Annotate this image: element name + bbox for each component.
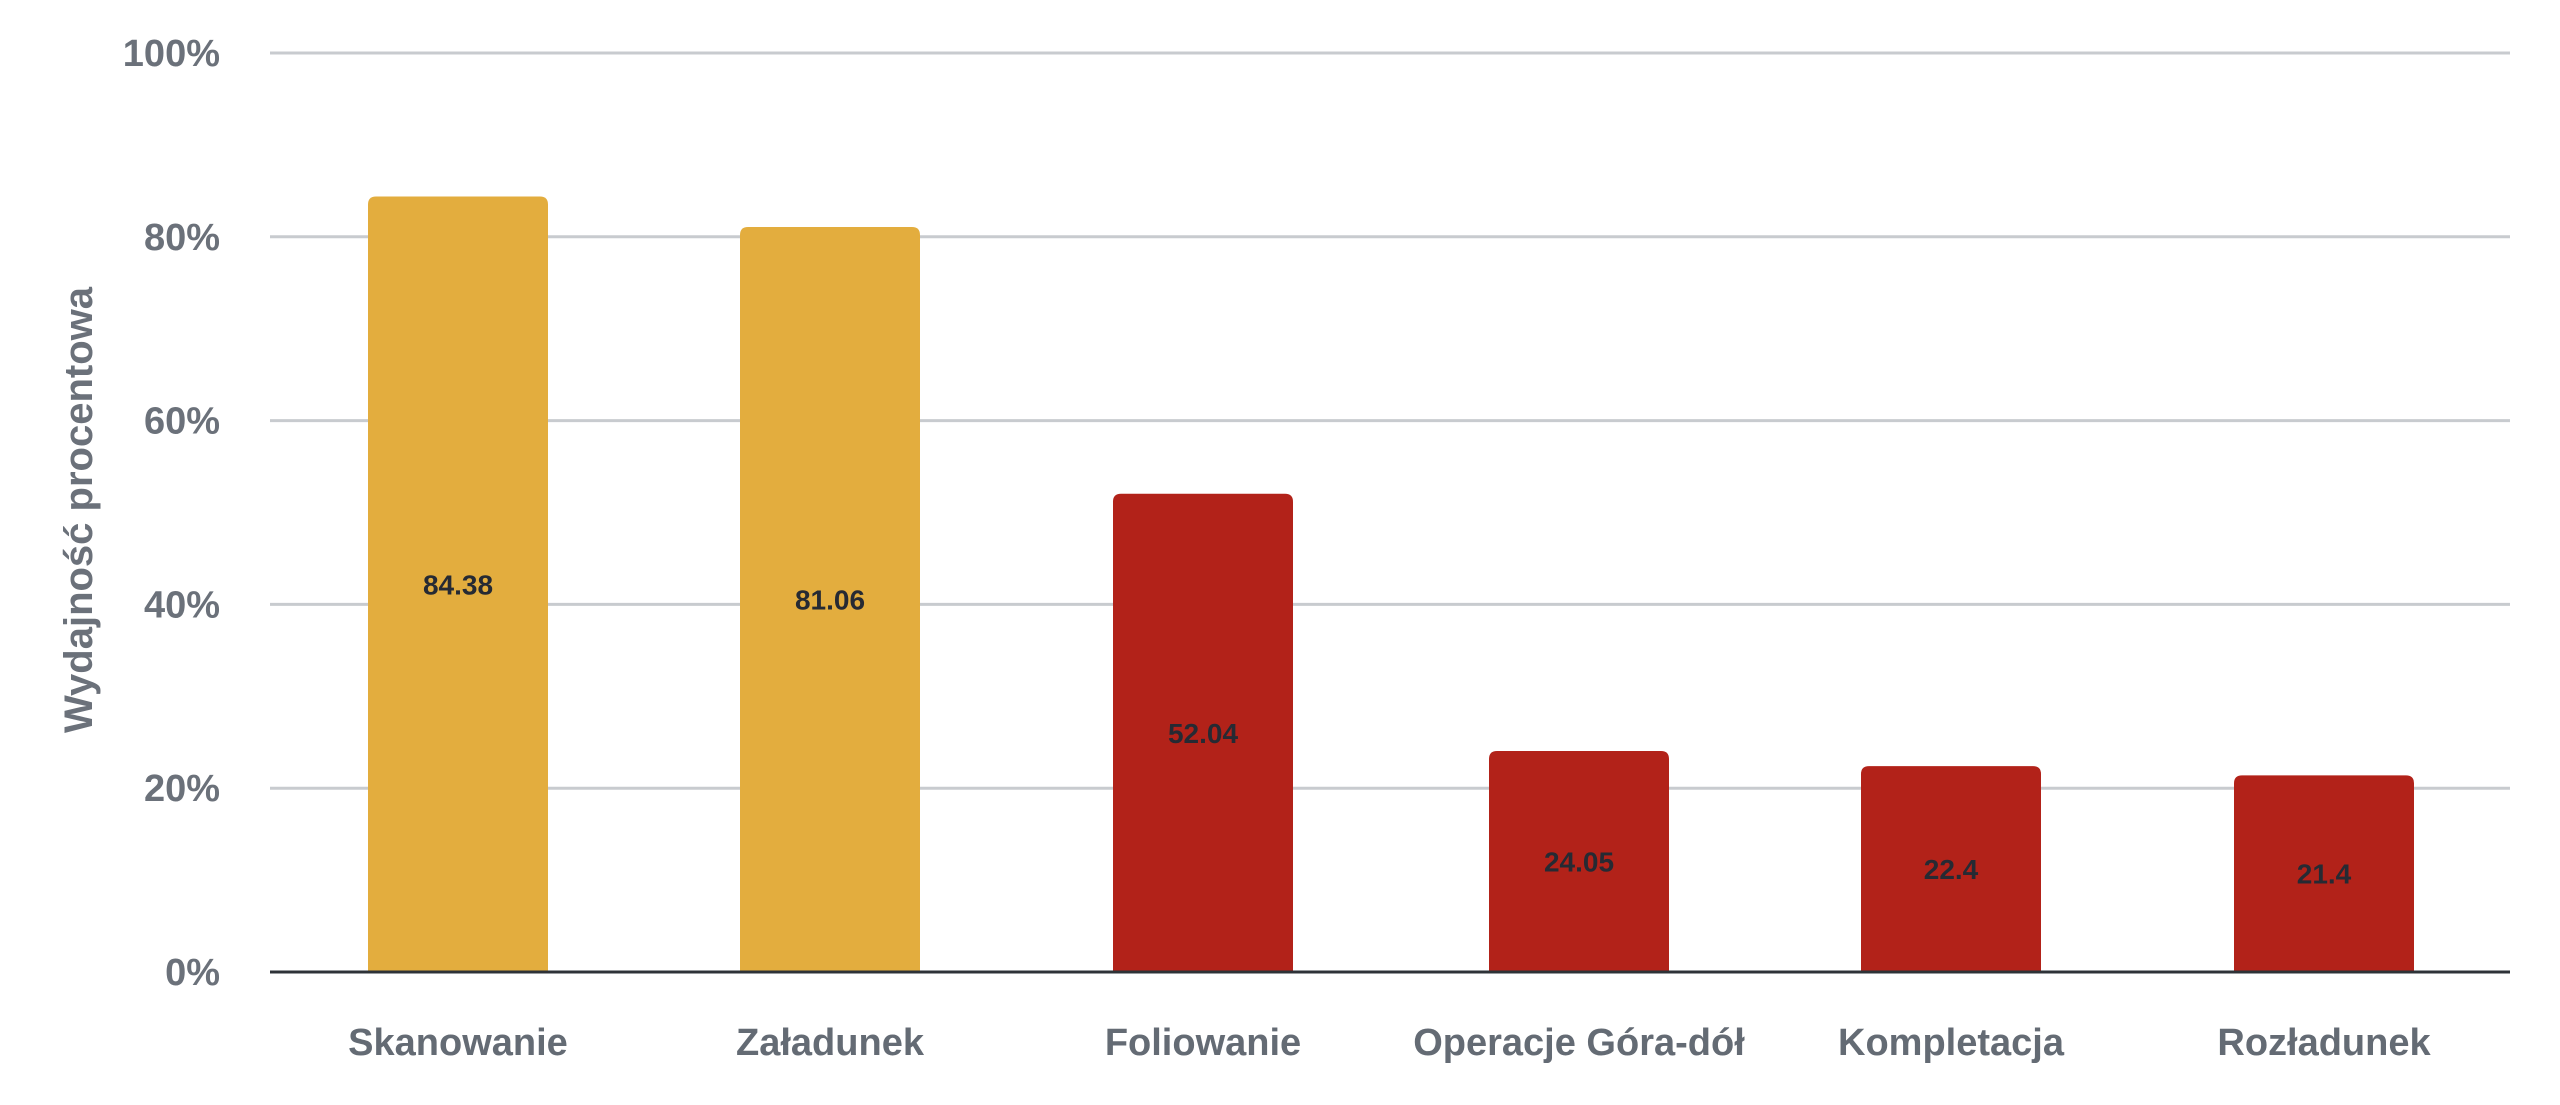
x-category-label: Załadunek (736, 1022, 925, 1064)
data-label: 81.06 (795, 585, 865, 616)
y-axis-ticks: 0% 20% 40% 60% 80% 100% (123, 33, 220, 994)
x-category-label: Skanowanie (348, 1022, 568, 1064)
data-label: 24.05 (1544, 846, 1614, 877)
bar (1489, 750, 1669, 972)
bar (2234, 775, 2414, 972)
bars (368, 196, 2414, 973)
data-label: 84.38 (423, 569, 493, 600)
y-tick-label: 40% (144, 584, 220, 626)
x-category-label: Rozładunek (2217, 1022, 2431, 1064)
y-tick-label: 80% (144, 217, 220, 259)
y-tick-label: 0% (165, 952, 220, 994)
data-labels: 84.38 81.06 52.04 24.05 22.4 21.4 (423, 569, 2352, 889)
y-tick-label: 20% (144, 768, 220, 810)
y-axis-title: Wydajność procentowa (57, 286, 101, 733)
bar (1113, 493, 1293, 972)
bar (368, 196, 548, 973)
y-tick-label: 60% (144, 401, 220, 443)
gridlines (270, 51, 2510, 790)
bar (740, 227, 920, 972)
x-category-label: Operacje Góra-dół (1413, 1022, 1745, 1064)
x-category-label: Kompletacja (1838, 1022, 2065, 1064)
bar (1861, 766, 2041, 972)
x-axis-categories: Skanowanie Załadunek Foliowanie Operacje Gó… (348, 1022, 2431, 1064)
data-label: 22.4 (1924, 854, 1979, 885)
x-category-label: Foliowanie (1105, 1022, 1301, 1064)
data-label: 52.04 (1168, 718, 1238, 749)
y-tick-label: 100% (123, 33, 220, 75)
data-label: 21.4 (2297, 859, 2352, 890)
